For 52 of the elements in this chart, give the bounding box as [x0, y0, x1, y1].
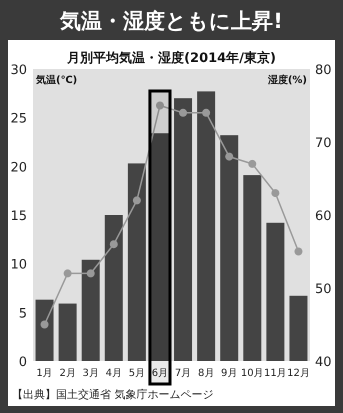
point: [110, 240, 118, 248]
y2-tick-label: 80: [315, 63, 332, 78]
x-tick-label: 9月: [221, 368, 238, 379]
point: [248, 160, 256, 168]
point: [64, 269, 72, 278]
point: [179, 108, 188, 117]
point: [294, 248, 302, 256]
y2-tick-label: 50: [315, 282, 332, 297]
y2-tick-label: 40: [315, 355, 332, 370]
y-tick-label: 25: [10, 112, 27, 127]
point: [156, 102, 164, 110]
bar: [243, 175, 262, 361]
x-tick-label: 4月: [106, 368, 122, 379]
y2-axis-title: 湿度(%): [266, 74, 307, 86]
bar: [36, 300, 54, 361]
y-tick-label: 20: [10, 160, 27, 176]
bar: [266, 222, 284, 361]
y-axis-title: 気温(℃): [35, 74, 78, 86]
x-tick-label: 12月: [287, 368, 310, 379]
y-tick-label: 15: [10, 209, 27, 224]
text: 【出典】国土交通省 気象庁ホームページ: [12, 388, 214, 401]
x-tick-label: 7月: [174, 368, 192, 379]
bar: [104, 215, 123, 361]
bar: [197, 91, 216, 361]
chart-title: 気温・湿度ともに上昇!: [59, 9, 283, 33]
x-tick-label: 3月: [82, 368, 99, 379]
point: [132, 196, 141, 204]
bar: [82, 260, 100, 361]
bar: [128, 163, 146, 361]
x-tick-label: 10月: [240, 368, 264, 379]
y2-tick-label: 70: [315, 136, 332, 151]
x-tick-label: 8月: [198, 368, 214, 379]
x-tick-label: 5月: [128, 368, 146, 379]
y-tick-label: 0: [18, 355, 27, 370]
y2-tick-label: 60: [315, 209, 332, 224]
x-tick-label: 2月: [59, 368, 76, 379]
bar: [289, 296, 308, 361]
y-tick-label: 5: [18, 306, 27, 322]
bar: [174, 98, 192, 361]
bar: [220, 135, 238, 361]
point: [202, 108, 210, 117]
point: [271, 189, 280, 198]
x-tick-label: 6月: [152, 368, 168, 379]
chart-subtitle: 月別平均気温・湿度(2014年/東京): [66, 50, 276, 66]
y-tick-label: 10: [10, 258, 27, 273]
y-tick-label: 30: [10, 63, 27, 78]
x-tick-label: 11月: [264, 368, 287, 379]
point: [86, 269, 95, 278]
point: [40, 320, 49, 328]
x-tick-label: 1月: [36, 368, 53, 379]
point: [225, 152, 234, 161]
bar: [58, 304, 77, 361]
